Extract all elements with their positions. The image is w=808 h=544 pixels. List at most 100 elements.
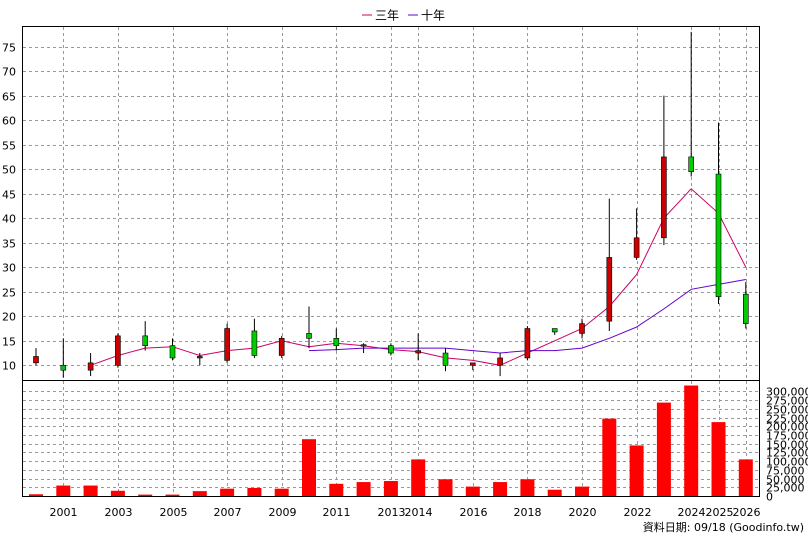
candle-body bbox=[415, 350, 422, 354]
candle bbox=[115, 333, 121, 368]
volume-bar bbox=[602, 418, 617, 496]
price-tick-label: 35 bbox=[2, 238, 16, 251]
year-tick-label: 2018 bbox=[514, 506, 542, 519]
price-tick-label: 55 bbox=[2, 140, 16, 153]
volume-bar bbox=[29, 494, 43, 496]
volume-bar bbox=[547, 489, 562, 496]
candle bbox=[551, 328, 558, 335]
volume-bar bbox=[711, 422, 726, 496]
volume-bar bbox=[302, 439, 316, 496]
year-tick-label: 2024 bbox=[678, 506, 706, 519]
volume-bar bbox=[465, 486, 480, 496]
candle bbox=[142, 321, 148, 351]
year-tick-label: 2005 bbox=[160, 506, 188, 519]
volume-bar bbox=[110, 490, 125, 496]
volume-bar bbox=[575, 486, 589, 496]
year-tick-label: 2022 bbox=[624, 506, 652, 519]
volume-tick-label: 275,000 bbox=[766, 395, 808, 408]
price-tick-label: 60 bbox=[2, 115, 16, 128]
volume-bar bbox=[493, 482, 508, 496]
candle-body bbox=[742, 293, 749, 324]
candle-body bbox=[224, 328, 230, 361]
candle-body bbox=[633, 237, 640, 258]
volume-panel-frame bbox=[22, 380, 760, 497]
candle-body bbox=[469, 362, 476, 366]
year-tick-label: 2016 bbox=[460, 506, 488, 519]
volume-bar bbox=[192, 491, 207, 496]
volume-tick-label: 225,000 bbox=[766, 413, 808, 426]
volume-tick-label: 175,000 bbox=[766, 430, 808, 443]
legend: 三年 十年 bbox=[362, 9, 445, 23]
volume-bar bbox=[629, 445, 644, 496]
candle-body bbox=[251, 330, 258, 356]
candle bbox=[633, 208, 640, 260]
candle bbox=[360, 343, 367, 354]
volume-bar bbox=[656, 402, 671, 496]
year-tick-label: 2003 bbox=[105, 506, 133, 519]
candle-body bbox=[497, 357, 503, 366]
candle bbox=[742, 281, 749, 329]
candle bbox=[278, 335, 285, 358]
candle bbox=[661, 95, 667, 246]
year-tick-label: 2009 bbox=[269, 506, 297, 519]
price-tick-label: 30 bbox=[2, 262, 16, 275]
price-tick-label: 40 bbox=[2, 213, 16, 226]
volume-bar bbox=[383, 481, 398, 496]
candle-body bbox=[606, 257, 613, 322]
candle-body bbox=[278, 338, 285, 356]
volume-bar bbox=[356, 482, 371, 496]
candle-body bbox=[142, 335, 148, 346]
candle-body bbox=[360, 344, 367, 347]
candle-body bbox=[60, 364, 67, 371]
volume-tick-label: 300,000 bbox=[766, 386, 808, 399]
year-tick-label: 2026 bbox=[733, 506, 761, 519]
year-tick-label: 2001 bbox=[50, 506, 78, 519]
candle bbox=[524, 326, 531, 361]
candle bbox=[469, 362, 476, 371]
year-tick-label: 2013 bbox=[378, 506, 406, 519]
price-tick-label: 50 bbox=[2, 164, 16, 177]
volume-tick-label: 0 bbox=[766, 491, 773, 504]
candle bbox=[87, 353, 94, 377]
candle bbox=[715, 122, 722, 305]
volume-tick-label: 25,000 bbox=[766, 482, 805, 495]
candle bbox=[306, 306, 312, 349]
volume-bar bbox=[274, 488, 289, 496]
price-tick-label: 25 bbox=[2, 287, 16, 300]
source-note: 資料日期: 09/18 (Goodinfo.tw) bbox=[643, 520, 804, 534]
candlesticks bbox=[33, 31, 749, 378]
candle bbox=[388, 343, 394, 356]
volume-tick-label: 250,000 bbox=[766, 404, 808, 417]
year-tick-label: 2025 bbox=[706, 506, 734, 519]
candle bbox=[197, 353, 203, 366]
candle bbox=[251, 318, 258, 358]
candle-body bbox=[661, 156, 667, 239]
volume-bar bbox=[165, 494, 180, 496]
volume-bar bbox=[138, 494, 153, 496]
price-tick-label: 65 bbox=[2, 91, 16, 104]
candle bbox=[33, 348, 39, 366]
candle bbox=[60, 338, 67, 378]
candle-body bbox=[524, 328, 531, 359]
candle-body bbox=[197, 356, 203, 359]
volume-bar bbox=[438, 479, 453, 496]
volume-bar bbox=[520, 479, 535, 496]
year-tick-label: 2007 bbox=[214, 506, 242, 519]
volume-bar bbox=[220, 488, 235, 496]
candle bbox=[169, 338, 176, 361]
candle-body bbox=[551, 328, 558, 333]
volume-tick-label: 100,000 bbox=[766, 456, 808, 469]
volume-bars bbox=[29, 385, 753, 496]
candle bbox=[333, 328, 340, 351]
candle-body bbox=[33, 356, 39, 364]
candle-body bbox=[715, 173, 722, 297]
price-axis-ticks: 15 20 25 30 35 40 45 50 55 60 65 70 75 10 bbox=[2, 42, 16, 373]
price-tick-label: 45 bbox=[2, 189, 16, 202]
candle-body bbox=[388, 345, 394, 354]
volume-bar bbox=[56, 485, 71, 496]
legend-label-three-year: 三年 bbox=[375, 9, 399, 23]
candle-body bbox=[306, 333, 312, 339]
volume-tick-label: 125,000 bbox=[766, 447, 808, 460]
candle bbox=[606, 198, 613, 331]
